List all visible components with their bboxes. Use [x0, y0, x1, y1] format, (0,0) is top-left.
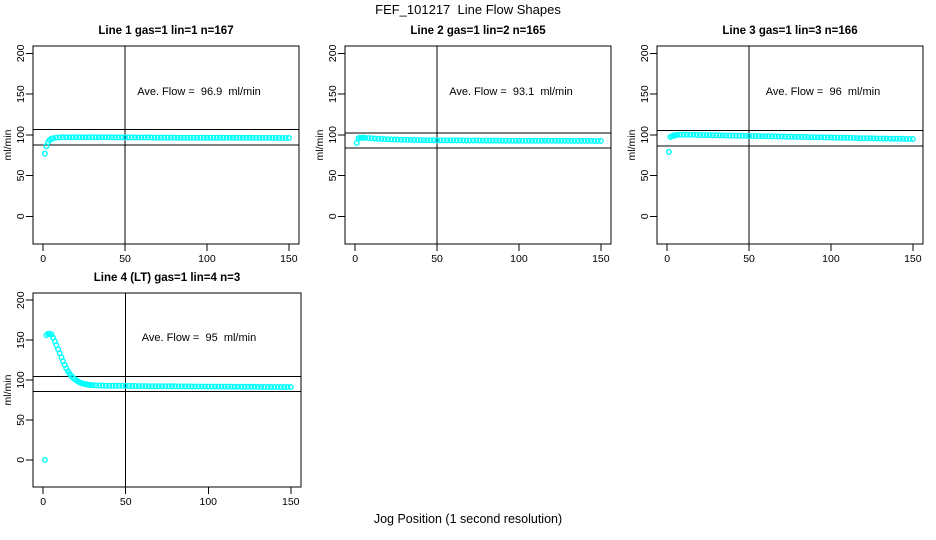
x-axis-label: Jog Position (1 second resolution)	[373, 512, 563, 526]
x-tick-label: 50	[743, 253, 755, 265]
x-tick-label: 150	[592, 253, 610, 265]
panel-2-box	[344, 45, 612, 245]
y-tick-label: 150	[15, 331, 27, 349]
panel-4-box	[32, 292, 302, 488]
panel-3-box	[656, 45, 924, 245]
panel-1-title: Line 1 gas=1 lin=1 n=167	[98, 25, 234, 37]
figure-title: FEF_101217 Line Flow Shapes	[375, 2, 561, 17]
panel-4-title: Line 4 (LT) gas=1 lin=4 n=3	[93, 272, 241, 284]
y-tick-label: 100	[327, 126, 339, 144]
panel-1-y-axis-label: ml/min	[2, 129, 14, 161]
panel-4-avg-flow-annotation: Ave. Flow = 95 ml/min	[141, 332, 257, 344]
panel-1-avg-flow-annotation: Ave. Flow = 96.9 ml/min	[137, 86, 261, 98]
y-tick-label: 0	[327, 213, 339, 219]
x-tick-label: 0	[40, 253, 46, 265]
x-tick-label: 100	[510, 253, 528, 265]
y-tick-label: 50	[327, 170, 339, 182]
y-tick-label: 150	[639, 85, 651, 103]
panel-3-y-axis-label: ml/min	[626, 129, 638, 161]
y-tick-label: 200	[15, 291, 27, 309]
panel-4-points	[41, 330, 294, 463]
x-tick-label: 150	[904, 253, 922, 265]
x-tick-label: 50	[119, 253, 131, 265]
x-tick-label: 150	[280, 253, 298, 265]
panel-2-avg-flow-annotation: Ave. Flow = 93.1 ml/min	[449, 86, 573, 98]
y-tick-label: 200	[327, 44, 339, 62]
y-tick-label: 50	[15, 414, 27, 426]
x-tick-label: 0	[40, 496, 46, 508]
y-tick-label: 50	[15, 170, 27, 182]
panel-3-avg-flow-annotation: Ave. Flow = 96 ml/min	[765, 86, 881, 98]
panel-3-points	[665, 131, 916, 155]
x-tick-label: 0	[352, 253, 358, 265]
y-tick-label: 100	[15, 371, 27, 389]
y-tick-label: 0	[15, 457, 27, 463]
y-tick-label: 0	[15, 213, 27, 219]
y-tick-label: 200	[15, 44, 27, 62]
x-tick-label: 100	[198, 253, 216, 265]
panel-1-points	[41, 134, 292, 157]
x-tick-label: 50	[120, 496, 132, 508]
panel-3-title: Line 3 gas=1 lin=3 n=166	[722, 25, 858, 37]
x-tick-label: 100	[199, 496, 217, 508]
x-tick-label: 100	[822, 253, 840, 265]
y-tick-label: 150	[15, 85, 27, 103]
y-tick-label: 150	[327, 85, 339, 103]
y-tick-label: 200	[639, 44, 651, 62]
x-tick-label: 50	[431, 253, 443, 265]
panel-2-points	[353, 134, 604, 146]
panel-2-y-axis-label: ml/min	[314, 129, 326, 161]
x-tick-label: 0	[664, 253, 670, 265]
panel-4-y-axis-label: ml/min	[2, 374, 14, 406]
x-tick-label: 150	[282, 496, 300, 508]
panel-2-title: Line 2 gas=1 lin=2 n=165	[410, 25, 546, 37]
y-tick-label: 100	[15, 126, 27, 144]
y-tick-label: 0	[639, 213, 651, 219]
y-tick-label: 100	[639, 126, 651, 144]
y-tick-label: 50	[639, 170, 651, 182]
